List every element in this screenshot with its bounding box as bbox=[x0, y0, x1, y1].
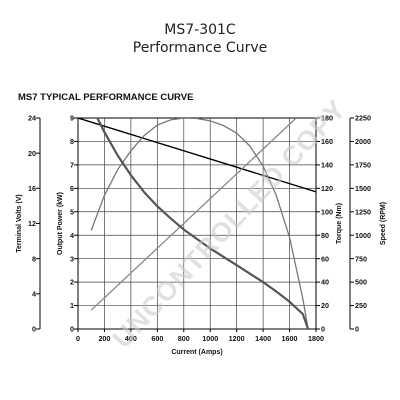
page-subtitle: Performance Curve bbox=[133, 40, 267, 56]
x-tick-label: 400 bbox=[125, 334, 137, 343]
x-tick-label: 200 bbox=[98, 334, 110, 343]
x-tick-label: 1200 bbox=[229, 334, 245, 343]
torque-tick-label: 100 bbox=[321, 207, 333, 216]
torque-tick-label: 60 bbox=[321, 254, 329, 263]
speed-tick-label: 1750 bbox=[355, 160, 371, 169]
volts-tick-label: 20 bbox=[28, 149, 36, 158]
power-axis-label: Output Power (kW) bbox=[57, 192, 64, 255]
x-tick-label: 0 bbox=[76, 334, 80, 343]
torque-tick-label: 20 bbox=[321, 301, 329, 310]
power-tick-label: 6 bbox=[70, 184, 74, 193]
axes: 0 200 400 600 800 1000 1200 1400 1600 1800Current… bbox=[16, 114, 387, 356]
x-tick-label: 1600 bbox=[282, 334, 298, 343]
volts-tick-label: 4 bbox=[32, 289, 36, 298]
speed-axis-label: Speed (RPM) bbox=[380, 202, 387, 245]
torque-tick-label: 140 bbox=[321, 160, 333, 169]
volts-tick-label: 24 bbox=[28, 114, 36, 123]
torque-tick-label: 80 bbox=[321, 231, 329, 240]
power-tick-label: 4 bbox=[70, 231, 74, 240]
volts-tick-label: 0 bbox=[32, 325, 36, 334]
volts-tick-label: 8 bbox=[32, 254, 36, 263]
x-tick-label: 1000 bbox=[202, 334, 218, 343]
x-tick-label: 1400 bbox=[255, 334, 271, 343]
x-tick-label: 800 bbox=[178, 334, 190, 343]
speed-tick-label: 1000 bbox=[355, 231, 371, 240]
speed-tick-label: 500 bbox=[355, 278, 367, 287]
power-tick-label: 2 bbox=[70, 278, 74, 287]
speed-tick-label: 0 bbox=[355, 325, 359, 334]
speed-tick-label: 2000 bbox=[355, 137, 371, 146]
x-axis-label: Current (Amps) bbox=[171, 349, 222, 356]
speed-tick-label: 250 bbox=[355, 301, 367, 310]
volts-tick-label: 12 bbox=[28, 219, 36, 228]
volts-curve bbox=[78, 118, 316, 193]
torque-tick-label: 40 bbox=[321, 278, 329, 287]
power-tick-label: 1 bbox=[70, 301, 74, 310]
page-title: MS7-301C bbox=[164, 22, 236, 38]
power-tick-label: 5 bbox=[70, 207, 74, 216]
power-tick-label: 9 bbox=[70, 114, 74, 123]
volts-tick-label: 16 bbox=[28, 184, 36, 193]
speed-tick-label: 1500 bbox=[355, 184, 371, 193]
power-tick-label: 8 bbox=[70, 137, 74, 146]
torque-tick-label: 180 bbox=[321, 114, 333, 123]
speed-curve bbox=[96, 118, 310, 329]
volts-axis-label: Terminal Volts (V) bbox=[16, 194, 23, 252]
chart-title: MS7 TYPICAL PERFORMANCE CURVE bbox=[18, 92, 193, 103]
power-tick-label: 3 bbox=[70, 254, 74, 263]
curves bbox=[78, 118, 316, 329]
torque-curve bbox=[90, 118, 297, 311]
power-curve bbox=[90, 118, 309, 329]
torque-tick-label: 0 bbox=[321, 325, 325, 334]
watermark: UNCONTROLLED COPY bbox=[107, 94, 352, 354]
speed-tick-label: 1250 bbox=[355, 207, 371, 216]
torque-axis-label: Torque (Nm) bbox=[336, 203, 343, 244]
power-tick-label: 0 bbox=[70, 325, 74, 334]
x-tick-label: 1800 bbox=[308, 334, 324, 343]
torque-tick-label: 120 bbox=[321, 184, 333, 193]
speed-tick-label: 750 bbox=[355, 254, 367, 263]
torque-tick-label: 160 bbox=[321, 137, 333, 146]
x-tick-label: 600 bbox=[151, 334, 163, 343]
power-tick-label: 7 bbox=[70, 160, 74, 169]
speed-tick-label: 2250 bbox=[355, 114, 371, 123]
